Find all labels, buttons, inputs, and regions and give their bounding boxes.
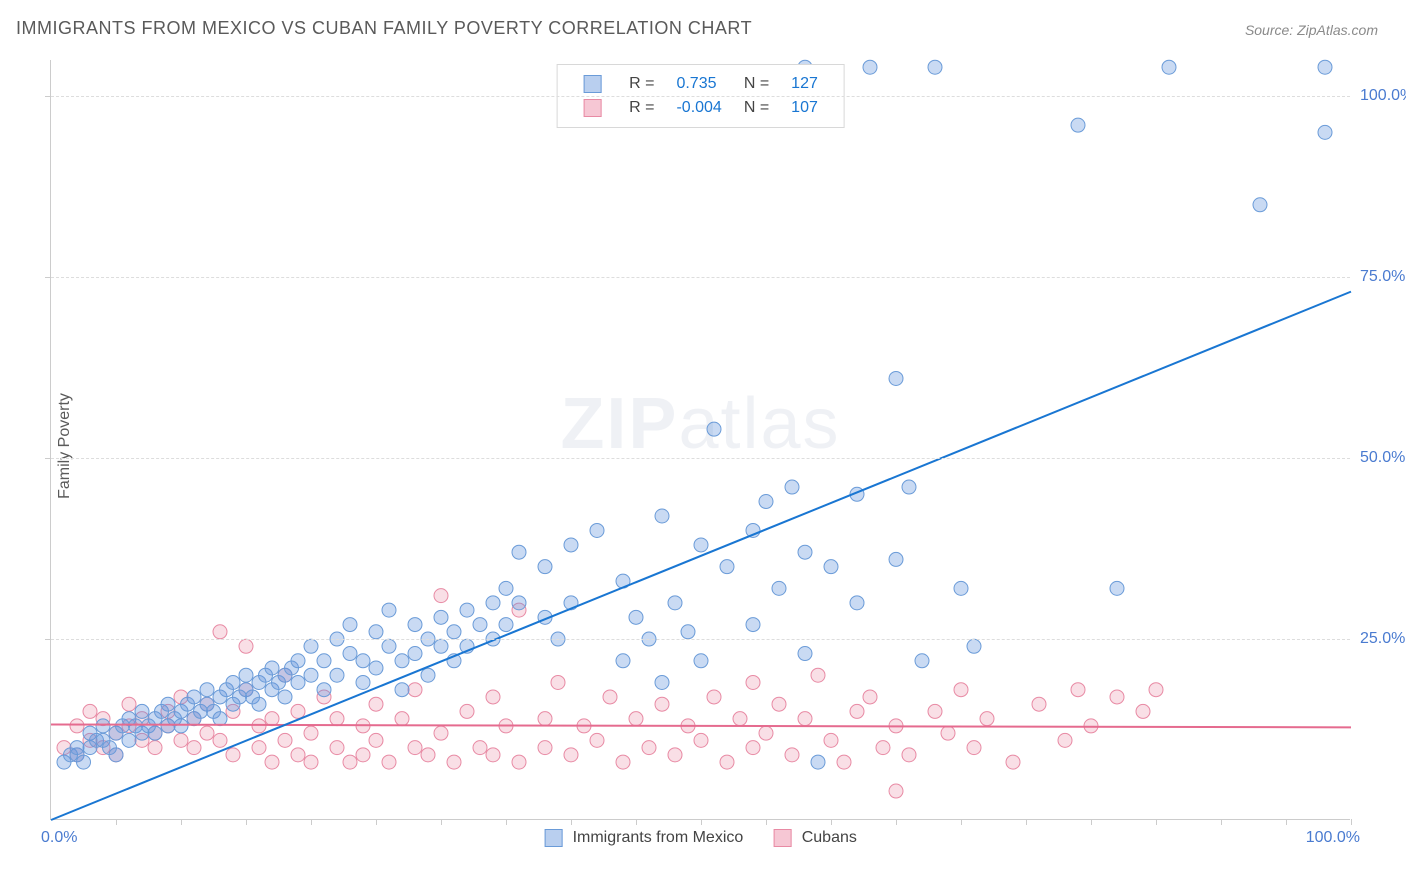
legend-row-cubans: R = -0.004 N = 107 xyxy=(573,97,828,119)
swatch-mexico xyxy=(583,75,601,93)
y-tick-label: 100.0% xyxy=(1360,87,1406,105)
swatch-cubans-icon xyxy=(773,829,791,847)
x-axis-min-label: 0.0% xyxy=(41,829,77,847)
legend-row-mexico: R = 0.735 N = 127 xyxy=(573,73,828,95)
source-attribution: Source: ZipAtlas.com xyxy=(1245,22,1378,38)
gridline xyxy=(51,96,1350,97)
legend-item-mexico: Immigrants from Mexico xyxy=(544,829,743,847)
chart-plot-area: ZIPatlas R = 0.735 N = 127 R = -0.004 N … xyxy=(50,60,1350,820)
y-tick-label: 50.0% xyxy=(1360,449,1406,467)
series-legend: Immigrants from Mexico Cubans xyxy=(544,829,857,847)
scatter-svg xyxy=(51,60,1350,819)
gridline xyxy=(51,458,1350,459)
legend-item-cubans: Cubans xyxy=(773,829,857,847)
gridline xyxy=(51,277,1350,278)
x-axis-max-label: 100.0% xyxy=(1306,829,1360,847)
swatch-cubans xyxy=(583,99,601,117)
gridline xyxy=(51,639,1350,640)
swatch-mexico-icon xyxy=(544,829,562,847)
y-tick-label: 75.0% xyxy=(1360,268,1406,286)
y-tick-label: 25.0% xyxy=(1360,630,1406,648)
chart-title: IMMIGRANTS FROM MEXICO VS CUBAN FAMILY P… xyxy=(16,18,752,39)
